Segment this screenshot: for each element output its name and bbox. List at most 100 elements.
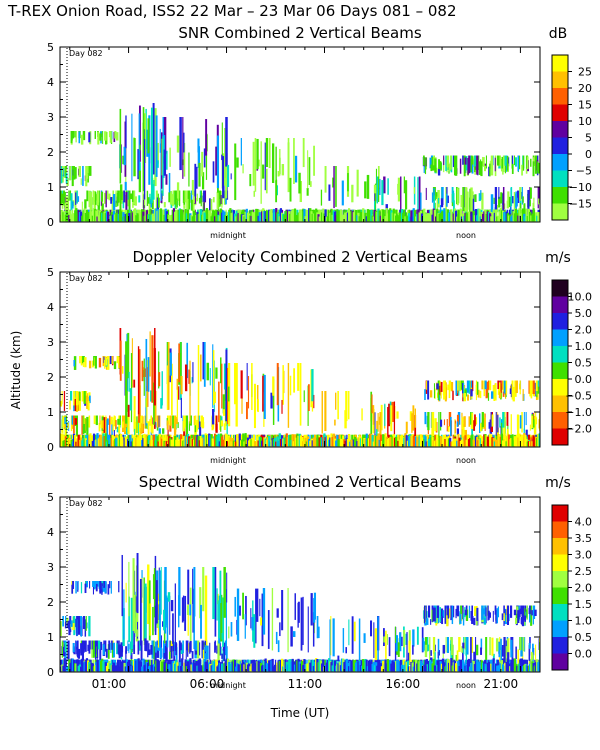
heatmap-cell xyxy=(201,172,205,190)
heatmap-cell xyxy=(242,433,245,447)
heatmap-cell xyxy=(335,166,337,207)
heatmap-cell xyxy=(242,209,245,215)
heatmap-cell xyxy=(514,618,518,624)
heatmap-cell xyxy=(231,438,234,447)
heatmap-cell xyxy=(200,190,202,207)
heatmap-cell xyxy=(462,613,465,626)
heatmap-cell xyxy=(374,412,376,436)
heatmap-cell xyxy=(356,169,359,197)
heatmap-cell xyxy=(536,215,539,222)
heatmap-cell xyxy=(534,659,536,665)
heatmap-cell xyxy=(74,131,77,138)
heatmap-cell xyxy=(470,637,472,664)
heatmap-cell xyxy=(385,630,387,659)
heatmap-cell xyxy=(86,622,88,629)
heatmap-cell xyxy=(154,208,157,222)
heatmap-cell xyxy=(163,440,166,447)
heatmap-cell xyxy=(468,416,471,427)
heatmap-cell xyxy=(480,161,483,177)
heatmap-cell xyxy=(489,163,491,177)
heatmap-cell xyxy=(313,145,315,176)
heatmap-cell xyxy=(437,392,439,398)
heatmap-cell xyxy=(156,160,159,168)
heatmap-cell xyxy=(67,437,70,447)
heatmap-cell xyxy=(460,216,464,222)
heatmap-cell xyxy=(357,212,360,222)
heatmap-cell xyxy=(517,155,519,172)
heatmap-cell xyxy=(86,190,89,202)
heatmap-cell xyxy=(111,659,114,667)
heatmap-cell xyxy=(278,660,281,672)
heatmap-cell xyxy=(366,209,370,222)
heatmap-cell xyxy=(488,422,491,429)
heatmap-cell xyxy=(153,348,156,406)
colorbar-label: −2.0 xyxy=(565,423,592,436)
y-tick-label: 3 xyxy=(47,111,54,124)
heatmap-cell xyxy=(74,167,77,179)
heatmap-cell xyxy=(71,213,74,222)
heatmap-cell xyxy=(200,415,203,428)
heatmap-cell xyxy=(482,156,484,167)
heatmap-cell xyxy=(134,196,137,206)
heatmap-cell xyxy=(501,380,504,390)
heatmap-cell xyxy=(194,425,197,433)
heatmap-cell xyxy=(72,623,75,631)
heatmap-cell xyxy=(519,380,521,395)
heatmap-cell xyxy=(162,434,165,440)
heatmap-cell xyxy=(79,211,83,222)
heatmap-cell xyxy=(225,658,228,672)
heatmap-cell xyxy=(198,658,201,672)
heatmap-cell xyxy=(510,209,513,219)
heatmap-cell xyxy=(363,216,366,222)
heatmap-cell xyxy=(250,660,253,667)
heatmap-cell xyxy=(219,433,223,447)
heatmap-cell xyxy=(472,210,475,222)
heatmap-cell xyxy=(119,340,122,381)
heatmap-cell xyxy=(75,659,78,665)
heatmap-cell xyxy=(172,613,174,644)
heatmap-cell xyxy=(88,662,91,672)
heatmap-cell xyxy=(88,132,91,143)
heatmap-cell xyxy=(222,663,225,672)
heatmap-cell xyxy=(483,417,486,429)
heatmap-cell xyxy=(162,640,165,660)
heatmap-cell xyxy=(480,436,484,447)
heatmap-cell xyxy=(286,436,290,447)
heatmap-cell xyxy=(114,438,117,447)
heatmap-cell xyxy=(189,438,192,447)
heatmap-cell xyxy=(70,658,73,672)
heatmap-cell xyxy=(448,163,451,171)
heatmap-cell xyxy=(330,616,332,656)
heatmap-cell xyxy=(377,659,380,666)
heatmap-cell xyxy=(319,437,322,447)
heatmap-cell xyxy=(87,211,90,222)
heatmap-cell xyxy=(251,437,254,447)
figure-title: T-REX Onion Road, ISS2 22 Mar – 23 Mar 0… xyxy=(7,2,457,20)
heatmap-cell xyxy=(302,138,305,168)
heatmap-cell xyxy=(189,192,191,203)
heatmap-cell xyxy=(183,662,186,672)
heatmap-cell xyxy=(507,638,510,657)
heatmap-cell xyxy=(237,438,240,445)
heatmap-cell xyxy=(71,441,74,447)
heatmap-cell xyxy=(111,214,114,222)
heatmap-cell xyxy=(463,416,466,427)
heatmap-cell xyxy=(61,640,63,658)
heatmap-cell xyxy=(388,403,391,427)
heatmap-cell xyxy=(176,387,179,419)
heatmap-cell xyxy=(388,637,391,657)
heatmap-cell xyxy=(335,215,338,222)
heatmap-cell xyxy=(481,380,484,390)
heatmap-cell xyxy=(69,623,72,630)
heatmap-cell xyxy=(161,661,164,672)
heatmap-cell xyxy=(308,660,311,672)
heatmap-cell xyxy=(305,663,308,672)
heatmap-cell xyxy=(472,191,474,199)
heatmap-cell xyxy=(442,610,445,618)
heatmap-cell xyxy=(110,642,112,654)
heatmap-cell xyxy=(275,665,278,672)
heatmap-cell xyxy=(477,440,480,447)
colorbar-label: −0.5 xyxy=(565,390,592,403)
heatmap-cell xyxy=(496,204,499,213)
heatmap-cell xyxy=(184,190,187,203)
